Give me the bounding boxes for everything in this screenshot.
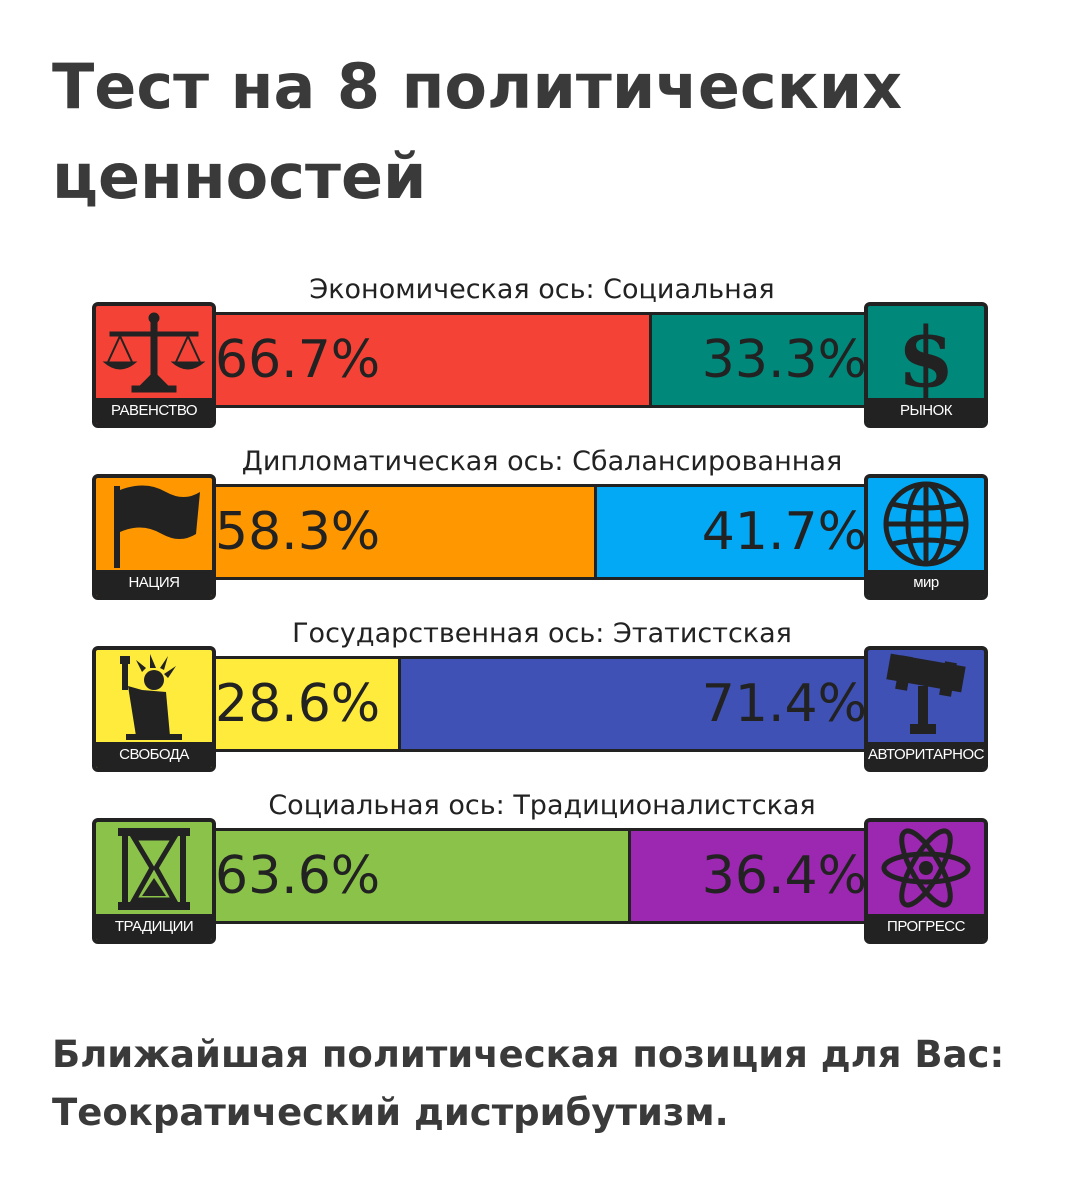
scales-icon bbox=[102, 312, 206, 393]
icon-tile-progress: ПРОГРЕСС bbox=[864, 818, 988, 944]
icon-tile-nation: НАЦИЯ bbox=[92, 474, 216, 600]
axis-label: Дипломатическая ось: Сбалансированная bbox=[241, 446, 843, 477]
icon-caption: РЫНОК bbox=[868, 398, 984, 424]
axis-label: Экономическая ось: Социальная bbox=[309, 274, 775, 305]
icon-caption: ПРОГРЕСС bbox=[868, 914, 984, 940]
statue-of-liberty-icon bbox=[120, 654, 182, 740]
axis-economic: Экономическая ось: Социальная 66.7% 33.3… bbox=[92, 272, 992, 432]
percent-label: 41.7% bbox=[701, 502, 867, 562]
percent-label: 28.6% bbox=[215, 674, 381, 734]
percent-label: 33.3% bbox=[701, 330, 867, 390]
bar-segment-nation: 58.3% bbox=[213, 487, 597, 577]
bar-segment-tradition: 63.6% bbox=[213, 831, 632, 921]
bar-segment-liberty: 28.6% bbox=[213, 659, 402, 749]
flag-icon bbox=[114, 485, 200, 568]
atom-icon bbox=[881, 828, 971, 908]
icon-tile-equality: РАВЕНСТВО bbox=[92, 302, 216, 428]
bar-segment-markets: 33.3% bbox=[651, 315, 871, 405]
icon-caption: АВТОРИТАРНОСТЬ bbox=[868, 742, 984, 768]
page-title: Тест на 8 политических ценностей bbox=[52, 50, 903, 213]
globe-icon bbox=[883, 481, 969, 567]
axis-civil: Государственная ось: Этатистская 28.6% 7… bbox=[92, 616, 992, 776]
result-text: Ближайшая политическая позиция для Вас: … bbox=[52, 1033, 1005, 1134]
icon-tile-liberty: СВОБОДА bbox=[92, 646, 216, 772]
icon-caption: РАВЕНСТВО bbox=[96, 398, 212, 424]
svg-text:$: $ bbox=[897, 310, 954, 398]
icon-tile-globe: мир bbox=[864, 474, 988, 600]
icon-tile-tradition: ТРАДИЦИИ bbox=[92, 818, 216, 944]
axis-society: Социальная ось: Традиционалистская 63.6%… bbox=[92, 788, 992, 948]
bar-segment-authority: 71.4% bbox=[401, 659, 871, 749]
percent-label: 66.7% bbox=[215, 330, 381, 390]
bar-segment-globe: 41.7% bbox=[596, 487, 871, 577]
icon-caption: СВОБОДА bbox=[96, 742, 212, 768]
icon-tile-authority: АВТОРИТАРНОСТЬ bbox=[864, 646, 988, 772]
icon-tile-markets: $ РЫНОК bbox=[864, 302, 988, 428]
bar-segment-equality: 66.7% bbox=[213, 315, 652, 405]
axis-bar: 63.6% 36.4% bbox=[210, 828, 874, 924]
percent-label: 71.4% bbox=[701, 674, 867, 734]
axis-bar: 58.3% 41.7% bbox=[210, 484, 874, 580]
axis-bar: 28.6% 71.4% bbox=[210, 656, 874, 752]
percent-label: 63.6% bbox=[215, 846, 381, 906]
axis-label: Социальная ось: Традиционалистская bbox=[268, 790, 816, 821]
icon-caption: ТРАДИЦИИ bbox=[96, 914, 212, 940]
hourglass-icon bbox=[118, 828, 190, 910]
percent-label: 36.4% bbox=[701, 846, 867, 906]
axis-label: Государственная ось: Этатистская bbox=[292, 618, 792, 649]
icon-caption: мир bbox=[868, 570, 984, 596]
icon-caption: НАЦИЯ bbox=[96, 570, 212, 596]
gavel-icon bbox=[886, 653, 966, 734]
bar-segment-progress: 36.4% bbox=[631, 831, 871, 921]
dollar-icon: $ bbox=[897, 310, 954, 398]
axis-bar: 66.7% 33.3% bbox=[210, 312, 874, 408]
percent-label: 58.3% bbox=[215, 502, 381, 562]
axis-diplomatic: Дипломатическая ось: Сбалансированная 58… bbox=[92, 444, 992, 604]
